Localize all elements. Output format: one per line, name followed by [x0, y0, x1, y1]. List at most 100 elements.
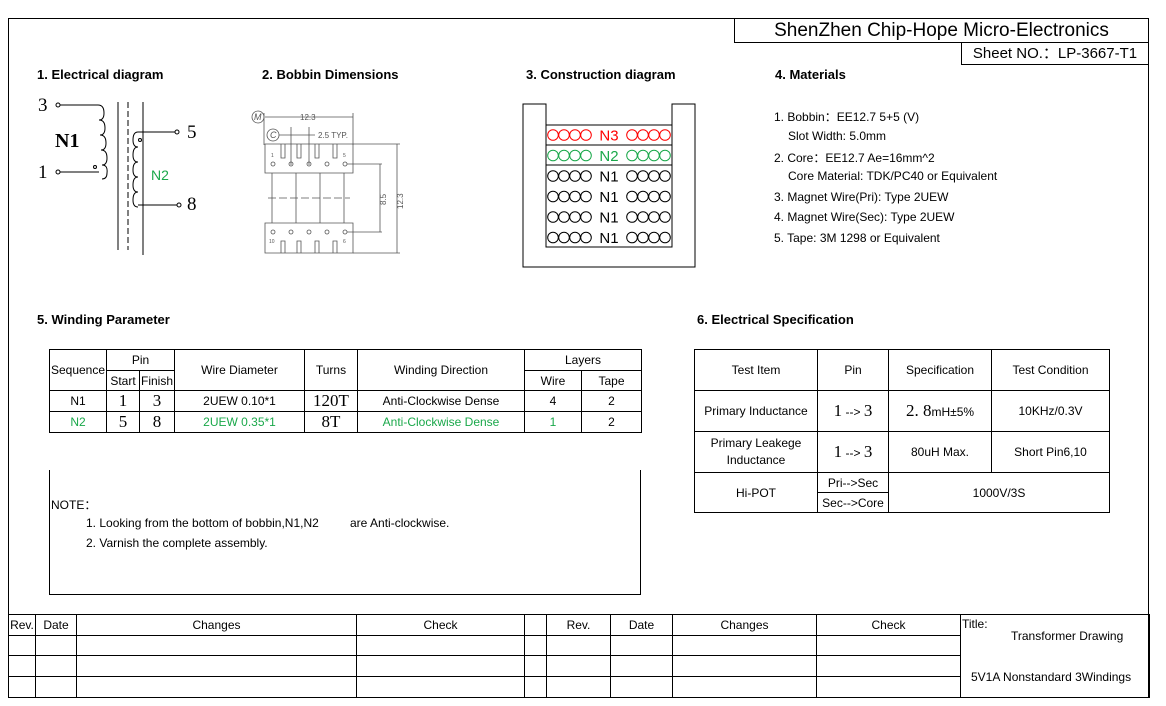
pin-label: 5: [187, 122, 197, 143]
drawing-frame: [8, 18, 1149, 698]
wire-turn: [648, 149, 660, 162]
value: 2. 8: [905, 401, 932, 420]
wire-turn: [547, 170, 559, 182]
bobbin-pin-label: 1: [271, 153, 274, 159]
header-layer-tape: Tape: [581, 370, 642, 391]
wire-turn: [580, 149, 592, 162]
header-specification: Specification: [888, 349, 992, 391]
wire-turn: [626, 211, 638, 223]
section-title: 5. Winding Parameter: [37, 312, 170, 327]
header-date: Date: [35, 614, 77, 636]
header-start: Start: [106, 370, 140, 391]
section-title: 6. Electrical Specification: [697, 312, 854, 327]
wire-turn: [558, 211, 570, 223]
company-name: ShenZhen Chip-Hope Micro-Electronics: [734, 18, 1149, 43]
unit: mH±5%: [931, 405, 975, 419]
drawing-subtitle: 5V1A Nonstandard 3Windings: [971, 670, 1132, 684]
wire-turn: [648, 231, 660, 244]
wire-turn: [626, 190, 638, 203]
header-date: Date: [610, 614, 673, 636]
wire-turn: [547, 231, 559, 244]
bobbin-dimension-height: 12.3: [396, 193, 405, 209]
header-pin: Pin: [817, 349, 889, 391]
wire-turn: [569, 211, 581, 223]
wire-turn: [626, 231, 638, 244]
wire-turn: [637, 170, 649, 182]
winding-label-n2: N2: [151, 167, 169, 183]
layer-label: N2: [599, 148, 618, 165]
header-check: Check: [356, 614, 525, 636]
wire-turn: [558, 231, 570, 244]
bobbin-dimension-width: 12.3: [300, 113, 316, 122]
wire-turn: [637, 231, 649, 244]
winding-parameter-table: Sequence Pin Wire Diameter Turns Winding Dir…: [49, 349, 642, 433]
cell: 2. 8mH±5%: [888, 390, 992, 432]
header-pin: Pin: [106, 349, 175, 371]
header-test-item: Test Item: [694, 349, 818, 391]
cell: N2: [49, 411, 107, 433]
cell: 8: [139, 411, 175, 433]
pin-label: 8: [187, 194, 197, 215]
table-row: Primary Inductance 1 --> 3 2. 8mH±5% 10KHz/…: [694, 390, 1110, 432]
wire-turn: [637, 190, 649, 203]
cell: 5: [106, 411, 140, 433]
header-rev: Rev.: [8, 614, 36, 636]
wire-turn: [580, 170, 592, 182]
sheet-number: Sheet NO.：LP-3667-T1: [961, 42, 1149, 65]
wire-turn: [626, 170, 638, 182]
layer-label: N1: [599, 189, 618, 206]
wire-turn: [648, 211, 660, 223]
material-item: Slot Width: 5.0mm: [788, 129, 887, 143]
table-row: N2 5 8 2UEW 0.35*1 8T Anti-Clockwise Dense 1 2: [49, 411, 642, 433]
wire-turn: [569, 149, 581, 162]
wire-turn: [648, 129, 660, 141]
wire-turn: [648, 170, 660, 182]
wire-turn: [558, 190, 570, 203]
cell: 80uH Max.: [888, 431, 992, 473]
header-turns: Turns: [304, 349, 358, 391]
cell: 1 --> 3: [817, 431, 889, 473]
header-changes: Changes: [672, 614, 817, 636]
wire-turn: [637, 149, 649, 162]
cell: 1 --> 3: [817, 390, 889, 432]
cell: 2: [581, 390, 642, 412]
wire-turn: [558, 170, 570, 182]
text: Primary Leakege: [710, 436, 802, 450]
cell: 2UEW 0.35*1: [174, 411, 305, 433]
cell: Pri-->Sec: [817, 472, 889, 493]
bobbin-pin-label: 5: [343, 153, 346, 159]
cell: Short Pin6,10: [991, 431, 1110, 473]
section-title: 1. Electrical diagram: [37, 67, 164, 82]
cell: Sec-->Core: [817, 492, 889, 513]
drawing-title: Transformer Drawing: [1011, 629, 1124, 643]
wire-turn: [637, 129, 649, 141]
cell: Anti-Clockwise Dense: [357, 411, 525, 433]
notes-box: [49, 470, 641, 595]
header-test-condition: Test Condition: [991, 349, 1110, 391]
cell: 4: [524, 390, 582, 412]
electrical-spec-table: Test Item Pin Specification Test Condition …: [694, 349, 1110, 513]
bobbin-dimension-row-span: 8.5: [379, 193, 388, 205]
wire-turn: [558, 149, 570, 162]
bobbin-label-c: C: [270, 130, 277, 140]
note-item: 1. Looking from the bottom of bobbin,N1,…: [86, 516, 319, 530]
wire-turn: [626, 129, 638, 141]
header-rev: Rev.: [546, 614, 611, 636]
table-row: Hi-POT Pri-->Sec 1000V/3S: [694, 472, 1110, 513]
section-title: 4. Materials: [775, 67, 846, 82]
wire-turn: [547, 190, 559, 203]
cell: 2: [581, 411, 642, 433]
layer-label: N3: [599, 128, 618, 145]
cell: N1: [49, 390, 107, 412]
title-label: Title:: [962, 617, 988, 631]
wire-turn: [547, 149, 559, 162]
pin-b: 3: [863, 401, 873, 420]
pin-label: 3: [38, 95, 48, 116]
note-item: are Anti-clockwise.: [350, 516, 450, 530]
bobbin-drawing: M C 12.3 2.5 TYP. 1 5 10 6 8.5 12.3: [251, 110, 405, 254]
wire-turn: [659, 231, 671, 244]
electrical-diagram: [55, 102, 182, 255]
pin-b: 3: [863, 442, 873, 461]
wire-turn: [580, 190, 592, 203]
wire-turn: [580, 129, 592, 141]
